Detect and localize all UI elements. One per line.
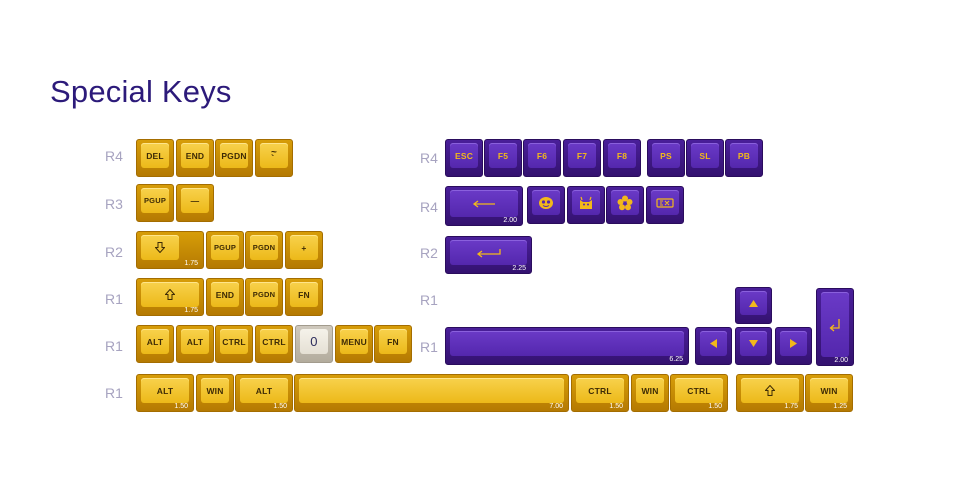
enter-icon (476, 248, 502, 258)
key-del[interactable]: DEL (136, 139, 174, 177)
key-fn[interactable]: FN (285, 278, 323, 316)
row-label: R3 (105, 196, 123, 212)
key-pgup[interactable]: PGUP (136, 184, 174, 222)
row-label: R4 (420, 150, 438, 166)
key-alt-150[interactable]: ALT 1.50 (136, 374, 194, 412)
row-label: R1 (105, 338, 123, 354)
key-f6[interactable]: F6 (523, 139, 561, 177)
key-end-r1[interactable]: END (206, 278, 244, 316)
key-win-125[interactable]: WIN 1.25 (805, 374, 853, 412)
key-ps[interactable]: PS (647, 139, 685, 177)
page-title: Special Keys (50, 74, 232, 109)
numpad-enter-icon (829, 318, 841, 332)
key-spacebar-purple[interactable]: 6.25 (445, 327, 689, 365)
key-ctrl-150-2[interactable]: CTRL 1.50 (670, 374, 728, 412)
key-logo[interactable] (646, 186, 684, 224)
row-label: R4 (420, 199, 438, 215)
triangle-right-icon (790, 339, 797, 348)
key-arrow-up[interactable] (735, 287, 772, 324)
key-shift-up[interactable]: 1.75 (136, 278, 204, 316)
key-tilde[interactable]: ~ ` (255, 139, 293, 177)
row-label: R1 (105, 291, 123, 307)
key-ctrl[interactable]: CTRL (215, 325, 253, 363)
key-plus[interactable]: + (285, 231, 323, 269)
key-numpad-enter[interactable]: 2.00 (816, 288, 854, 366)
row-label: R1 (420, 292, 438, 308)
key-alt-2[interactable]: ALT (176, 325, 214, 363)
key-f8[interactable]: F8 (603, 139, 641, 177)
key-win[interactable]: WIN (196, 374, 234, 412)
arrow-left-icon (472, 199, 496, 208)
triangle-left-icon (710, 339, 717, 348)
key-pgdn[interactable]: PGDN (215, 139, 253, 177)
key-shift-175[interactable]: 1.75 (736, 374, 804, 412)
arrow-down-outline-icon (155, 242, 165, 253)
key-menu[interactable]: MENU (335, 325, 373, 363)
key-shift-down[interactable]: 1.75 (136, 231, 204, 269)
key-end[interactable]: END (176, 139, 214, 177)
row-label: R2 (105, 244, 123, 260)
key-pb[interactable]: PB (725, 139, 763, 177)
row-label: R2 (420, 245, 438, 261)
key-win-2[interactable]: WIN (631, 374, 669, 412)
arrow-up-outline-icon (165, 289, 175, 300)
row-label: R1 (420, 339, 438, 355)
key-backspace[interactable]: 2.00 (445, 186, 523, 226)
key-arrow-down[interactable] (735, 327, 772, 365)
key-arrow-left[interactable] (695, 327, 732, 365)
key-alt-150-2[interactable]: ALT 1.50 (235, 374, 293, 412)
key-minus[interactable]: — (176, 184, 214, 222)
key-ctrl-2[interactable]: CTRL (255, 325, 293, 363)
key-enter[interactable]: 2.25 (445, 236, 532, 274)
cat-icon (578, 196, 594, 210)
key-pgdn-r1[interactable]: PGDN (245, 278, 283, 316)
key-f5[interactable]: F5 (484, 139, 522, 177)
face-icon (538, 196, 554, 210)
row-label: R4 (105, 148, 123, 164)
key-pgup-r2[interactable]: PGUP (206, 231, 244, 269)
key-zero[interactable]: 0 (295, 325, 333, 363)
key-flower[interactable] (606, 186, 644, 224)
key-face[interactable] (527, 186, 565, 224)
key-ctrl-150[interactable]: CTRL 1.50 (571, 374, 629, 412)
key-pgdn-r2[interactable]: PGDN (245, 231, 283, 269)
key-spacebar-yellow[interactable]: 7.00 (294, 374, 569, 412)
key-esc[interactable]: ESC (445, 139, 483, 177)
flower-icon (617, 195, 633, 211)
key-cat[interactable] (567, 186, 605, 224)
key-alt[interactable]: ALT (136, 325, 174, 363)
row-label: R1 (105, 385, 123, 401)
triangle-up-icon (749, 299, 758, 307)
arrow-up-outline-icon (765, 385, 775, 396)
key-sl[interactable]: SL (686, 139, 724, 177)
logo-icon (656, 197, 674, 209)
key-fn-2[interactable]: FN (374, 325, 412, 363)
key-arrow-right[interactable] (775, 327, 812, 365)
key-f7[interactable]: F7 (563, 139, 601, 177)
triangle-down-icon (749, 340, 758, 347)
